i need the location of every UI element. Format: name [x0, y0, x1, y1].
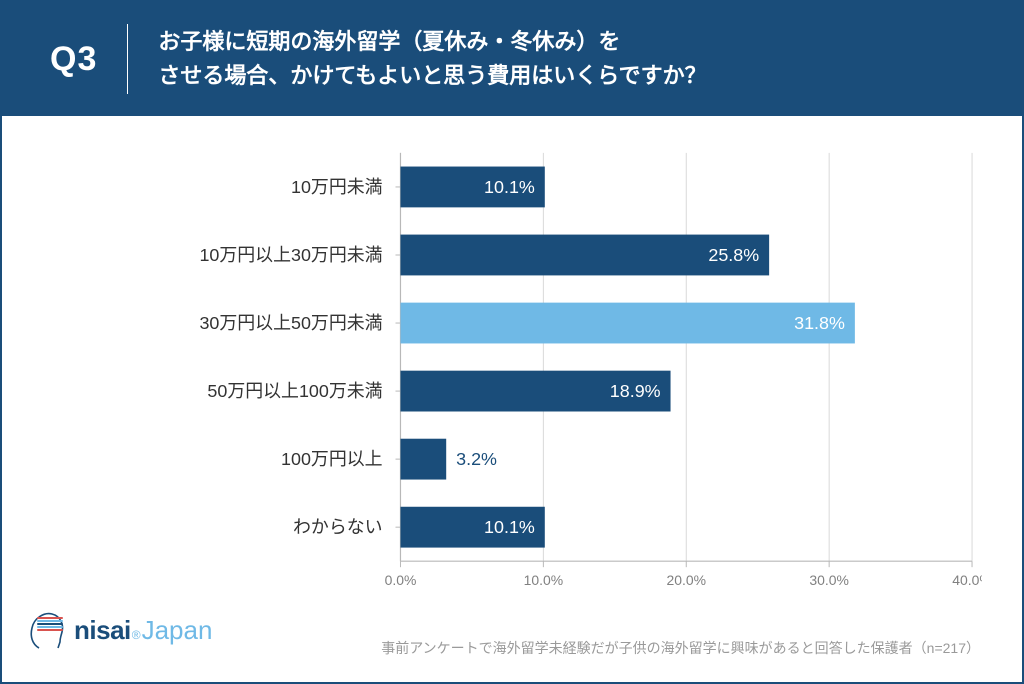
value-label: 31.8% — [794, 313, 845, 333]
bar — [400, 439, 446, 480]
survey-slide: Q3 お子様に短期の海外留学（夏休み・冬休み）をさせる場合、かけてもよいと思う費… — [0, 0, 1024, 684]
category-label: 30万円以上50万円未満 — [199, 313, 382, 333]
value-label: 10.1% — [484, 177, 535, 197]
category-label: 10万円未満 — [291, 177, 383, 197]
category-label: 10万円以上30万円未満 — [199, 245, 382, 265]
question-number: Q3 — [50, 40, 97, 79]
svg-text:10.0%: 10.0% — [524, 572, 564, 588]
brand-logo: nisai ® Japan — [24, 608, 212, 652]
bar-chart: 0.0% 10.0% 20.0% 30.0% 40.0% 10万円未満 10.1% 10万円以… — [42, 142, 982, 602]
svg-text:20.0%: 20.0% — [666, 572, 706, 588]
logo-japan: Japan — [142, 615, 213, 646]
svg-text:40.0%: 40.0% — [952, 572, 982, 588]
value-label: 3.2% — [456, 449, 497, 469]
value-label: 18.9% — [610, 381, 661, 401]
logo-wordmark: nisai ® Japan — [74, 615, 212, 646]
svg-text:0.0%: 0.0% — [385, 572, 417, 588]
bar — [400, 303, 854, 344]
logo-nisai: nisai — [74, 615, 131, 646]
header-divider — [127, 24, 128, 94]
value-label: 10.1% — [484, 517, 535, 537]
category-label: わからない — [293, 517, 383, 537]
chart-area: 0.0% 10.0% 20.0% 30.0% 40.0% 10万円未満 10.1% 10万円以… — [42, 142, 982, 602]
category-label: 50万円以上100万未満 — [207, 381, 382, 401]
question-header: Q3 お子様に短期の海外留学（夏休み・冬休み）をさせる場合、かけてもよいと思う費… — [2, 2, 1022, 116]
question-text: お子様に短期の海外留学（夏休み・冬休み）をさせる場合、かけてもよいと思う費用はい… — [158, 25, 706, 93]
logo-registered: ® — [132, 628, 141, 642]
sample-footnote: 事前アンケートで海外留学未経験だが子供の海外留学に興味があると回答した保護者（n… — [381, 638, 980, 658]
category-label: 100万円以上 — [281, 449, 383, 469]
logo-icon — [24, 608, 68, 652]
svg-text:30.0%: 30.0% — [809, 572, 849, 588]
value-label: 25.8% — [708, 245, 759, 265]
